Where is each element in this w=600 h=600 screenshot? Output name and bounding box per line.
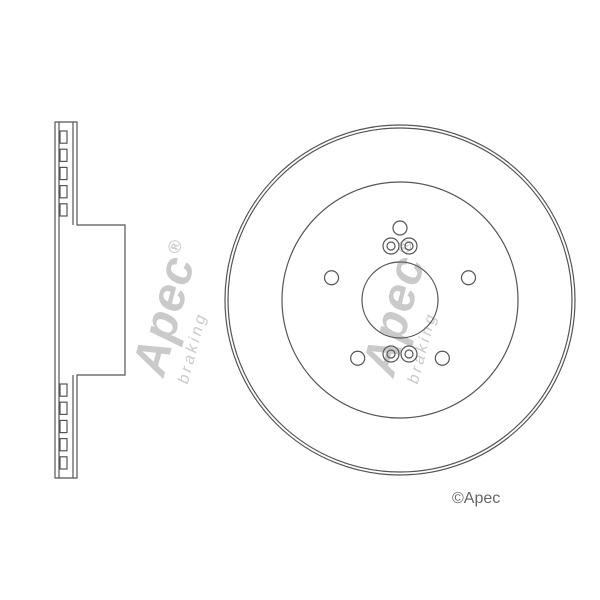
disc-face-view xyxy=(225,125,575,475)
vent-slot xyxy=(60,420,67,432)
bolt-hole xyxy=(393,221,407,235)
side-outline xyxy=(55,122,125,478)
hub-bore xyxy=(362,262,438,338)
bolt-hole xyxy=(435,351,449,365)
locator-hole xyxy=(383,346,399,362)
brake-disc-diagram xyxy=(0,0,600,600)
vent-slot xyxy=(60,384,67,396)
locator-hole xyxy=(401,346,417,362)
vent-slot xyxy=(60,167,67,179)
vent-slot xyxy=(60,402,67,414)
copyright-text: ©Apec xyxy=(452,490,500,508)
locator-hole-inner xyxy=(405,242,413,250)
outer-chamfer xyxy=(228,128,572,472)
swept-inner-edge xyxy=(282,182,518,418)
vent-slot xyxy=(60,131,67,143)
locator-hole xyxy=(383,238,399,254)
vent-slot xyxy=(60,204,67,216)
locator-hole-inner xyxy=(387,242,395,250)
locator-hole-inner xyxy=(387,350,395,358)
vent-slot xyxy=(60,439,67,451)
locator-hole xyxy=(401,238,417,254)
vent-slot xyxy=(60,186,67,198)
bolt-hole xyxy=(351,351,365,365)
vent-slot xyxy=(60,457,67,469)
disc-side-profile xyxy=(55,122,125,478)
copyright-label: ©Apec xyxy=(452,490,500,507)
bolt-hole xyxy=(325,271,339,285)
vent-slot xyxy=(60,149,67,161)
locator-hole-inner xyxy=(405,350,413,358)
bolt-hole xyxy=(461,271,475,285)
outer-edge xyxy=(225,125,575,475)
diagram-canvas: Apec®brakingApec®braking ©Apec xyxy=(0,0,600,600)
